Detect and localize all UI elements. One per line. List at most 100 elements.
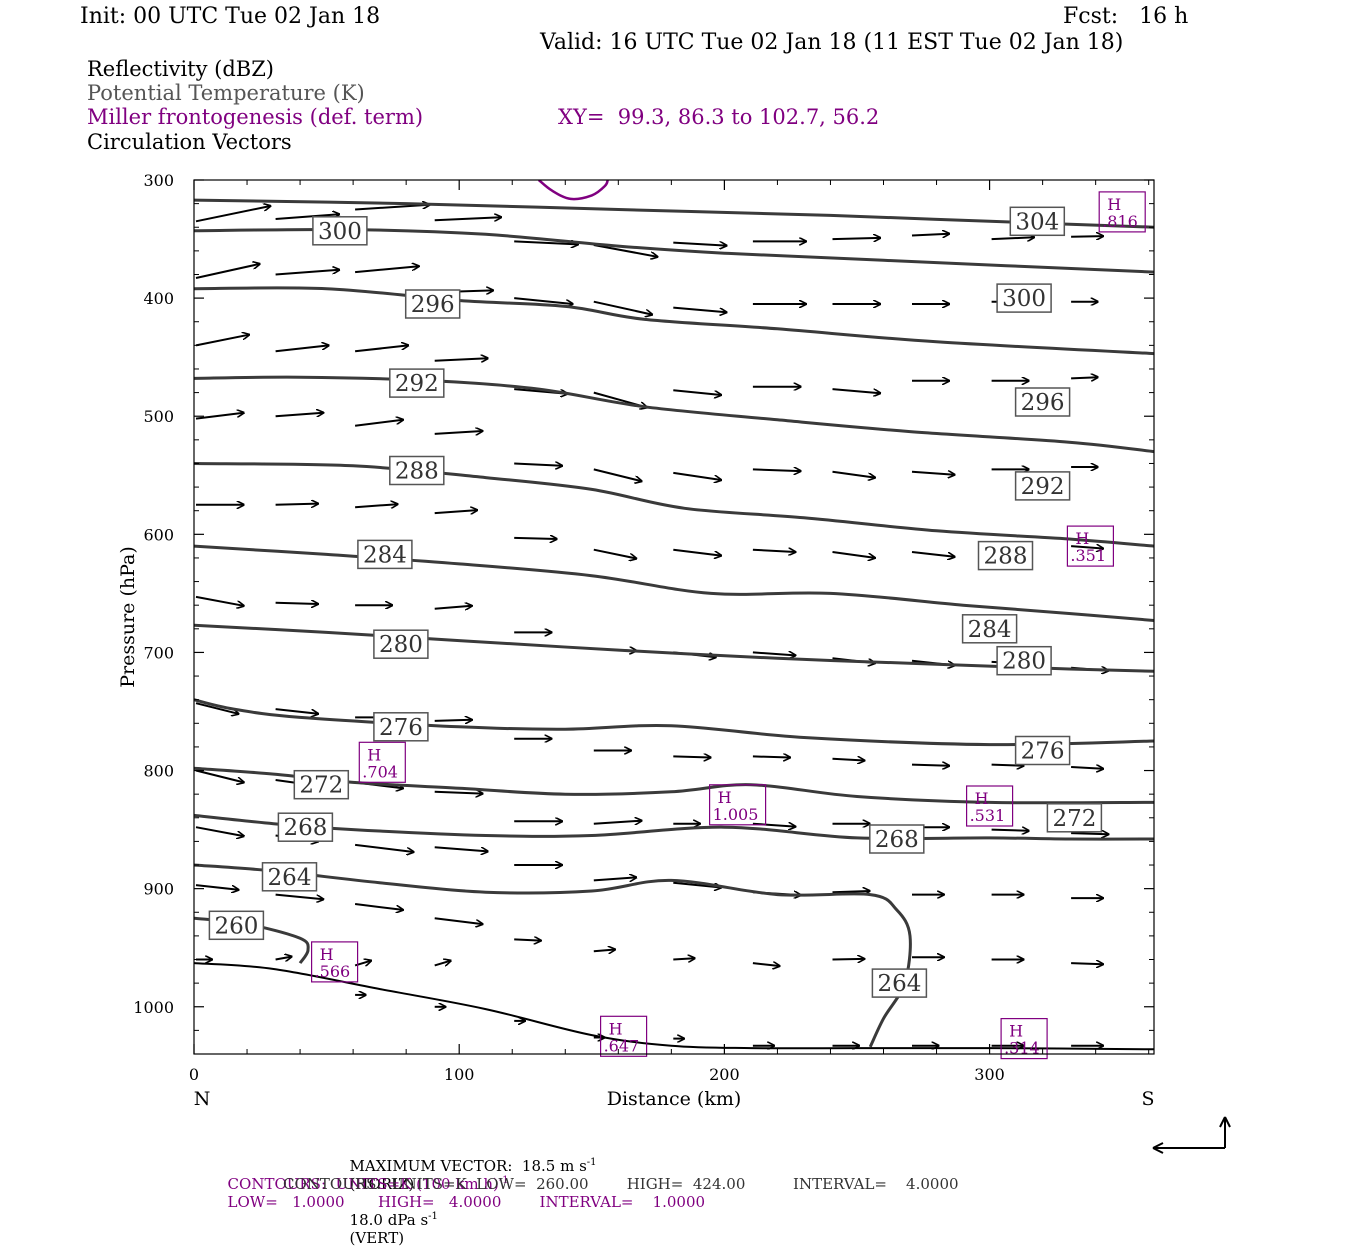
frontogenesis-max-letter: H (320, 945, 334, 964)
theta-label-text: 284 (968, 617, 1012, 643)
circulation-vector (434, 720, 472, 721)
y-tick-label: 900 (143, 880, 174, 899)
theta-label-text: 280 (1002, 649, 1046, 675)
circulation-vector (911, 765, 949, 766)
theta-label-284: 284 (357, 539, 413, 570)
theta-label-text: 284 (363, 542, 407, 568)
frontogenesis-max-letter: H (975, 789, 989, 808)
theta-label-text: 300 (1002, 286, 1046, 312)
footer-max-vector: MAXIMUM VECTOR: 18.5 m s-1 (HORIZ) 18.0 … (340, 1139, 597, 1247)
theta-label-text: 304 (1015, 209, 1059, 235)
y-tick-label: 800 (143, 762, 174, 781)
theta-label-box (389, 368, 445, 398)
circulation-vector (355, 266, 419, 274)
legend-potential-temperature: Potential Temperature (K) (87, 81, 365, 105)
theta-label-280: 280 (373, 629, 429, 659)
theta-contour-268 (194, 813, 1154, 841)
legend-circulation-vectors: Circulation Vectors (87, 130, 292, 154)
theta-label-box (1014, 735, 1071, 766)
x-tick-label: 100 (444, 1065, 475, 1084)
theta-label-box (373, 712, 429, 742)
theta-label-text: 268 (875, 827, 919, 853)
y-tick-label: 1000 (133, 998, 174, 1017)
theta-label-284: 284 (961, 614, 1018, 644)
frontogenesis-max: H.566 (311, 941, 359, 983)
circulation-vector (195, 413, 244, 420)
theta-label-box (871, 968, 928, 998)
circulation-vector (673, 306, 726, 313)
frontogenesis-max-value: .647 (604, 1036, 640, 1055)
frontogenesis-max-value: 1.005 (713, 805, 759, 824)
circulation-vector (911, 551, 955, 557)
circulation-vector (832, 388, 881, 393)
circulation-vector (911, 234, 949, 236)
init-label: Init: 00 UTC Tue 02 Jan 18 (80, 4, 381, 29)
frontogenesis-max-letter: H (1107, 195, 1121, 214)
theta-label-box (277, 812, 334, 842)
circulation-vector (195, 206, 270, 223)
frontogenesis-max-value: .566 (315, 962, 351, 981)
max-vector-vert-sup: -1 (428, 1211, 438, 1222)
theta-label-text: 292 (1021, 474, 1065, 500)
max-vector-horiz: (HORIZ) (349, 1175, 415, 1193)
circulation-vector (354, 903, 403, 910)
cross-section-xy: XY= 99.3, 86.3 to 102.7, 56.2 (558, 105, 880, 129)
theta-contour-296 (194, 286, 1154, 356)
legend-miller-frontogenesis: Miller frontogenesis (def. term) (87, 105, 424, 129)
circulation-vector (752, 963, 780, 966)
theta-label-text: 280 (379, 632, 423, 658)
circulation-vector (355, 504, 397, 507)
circulation-vector (434, 431, 483, 434)
theta-contour-276 (194, 698, 1154, 747)
circulation-vector (434, 961, 451, 966)
circulation-vector (275, 345, 329, 353)
frontogenesis-max-letter: H (1075, 529, 1089, 548)
contours1-range: LOW= 1.0000 HIGH= 4.0000 INTERVAL= 1.000… (227, 1193, 706, 1211)
theta-label-box (1046, 803, 1103, 833)
theta-label-box (357, 539, 413, 570)
circulation-vector (1071, 377, 1098, 378)
theta-label-text: 288 (395, 459, 439, 485)
theta-contour-304 (194, 198, 1154, 229)
theta-label-292: 292 (1014, 471, 1071, 501)
circulation-vector (593, 244, 658, 257)
theta-label-box (977, 540, 1034, 571)
circulation-vector (991, 765, 1024, 766)
circulation-vector (275, 603, 318, 604)
theta-contour-labels: 304 300 300 296 296 292 292 288 288 284 284 280 280 2… (208, 206, 1103, 998)
y-tick-label: 400 (143, 289, 174, 308)
circulation-vector (673, 881, 721, 888)
theta-label-288: 288 (977, 540, 1034, 571)
theta-label-box (261, 862, 318, 892)
circulation-vector (514, 939, 541, 940)
frontogenesis-contours (537, 180, 609, 201)
theta-label-text: 292 (395, 371, 439, 397)
theta-label-276: 276 (373, 712, 429, 742)
contours1-sup: -1 (498, 1175, 509, 1186)
theta-label-264: 264 (871, 968, 928, 998)
frontogenesis-max-box (599, 1015, 648, 1057)
theta-label-text: 276 (1021, 739, 1065, 765)
theta-label-text: 264 (877, 971, 921, 997)
circulation-vector (673, 243, 726, 246)
frontogenesis-max-letter: H (718, 788, 732, 807)
circulation-vector (593, 950, 615, 952)
max-vector-sup: -1 (586, 1157, 597, 1168)
theta-label-text: 260 (214, 913, 258, 939)
circulation-vector (832, 759, 865, 761)
theta-label-268: 268 (869, 824, 925, 854)
circulation-vector (673, 548, 721, 556)
circulation-vector (1071, 236, 1103, 237)
circulation-vector (673, 471, 721, 480)
frontogenesis-max-box (311, 941, 359, 983)
circulation-vector (355, 205, 429, 211)
theta-contour-288 (194, 462, 1154, 548)
circulation-vector (991, 237, 1034, 239)
y-tick-label: 300 (143, 171, 174, 190)
theta-label-box (208, 910, 265, 941)
frontogenesis-maxima: H.816H.351H.704H1.005H.531H.566H.647H.31… (311, 191, 1146, 1060)
theta-label-text: 300 (318, 219, 362, 245)
theta-label-276: 276 (1014, 735, 1071, 766)
frontogenesis-max-value: .314 (1004, 1039, 1040, 1058)
frontogenesis-max-letter: H (609, 1019, 623, 1038)
